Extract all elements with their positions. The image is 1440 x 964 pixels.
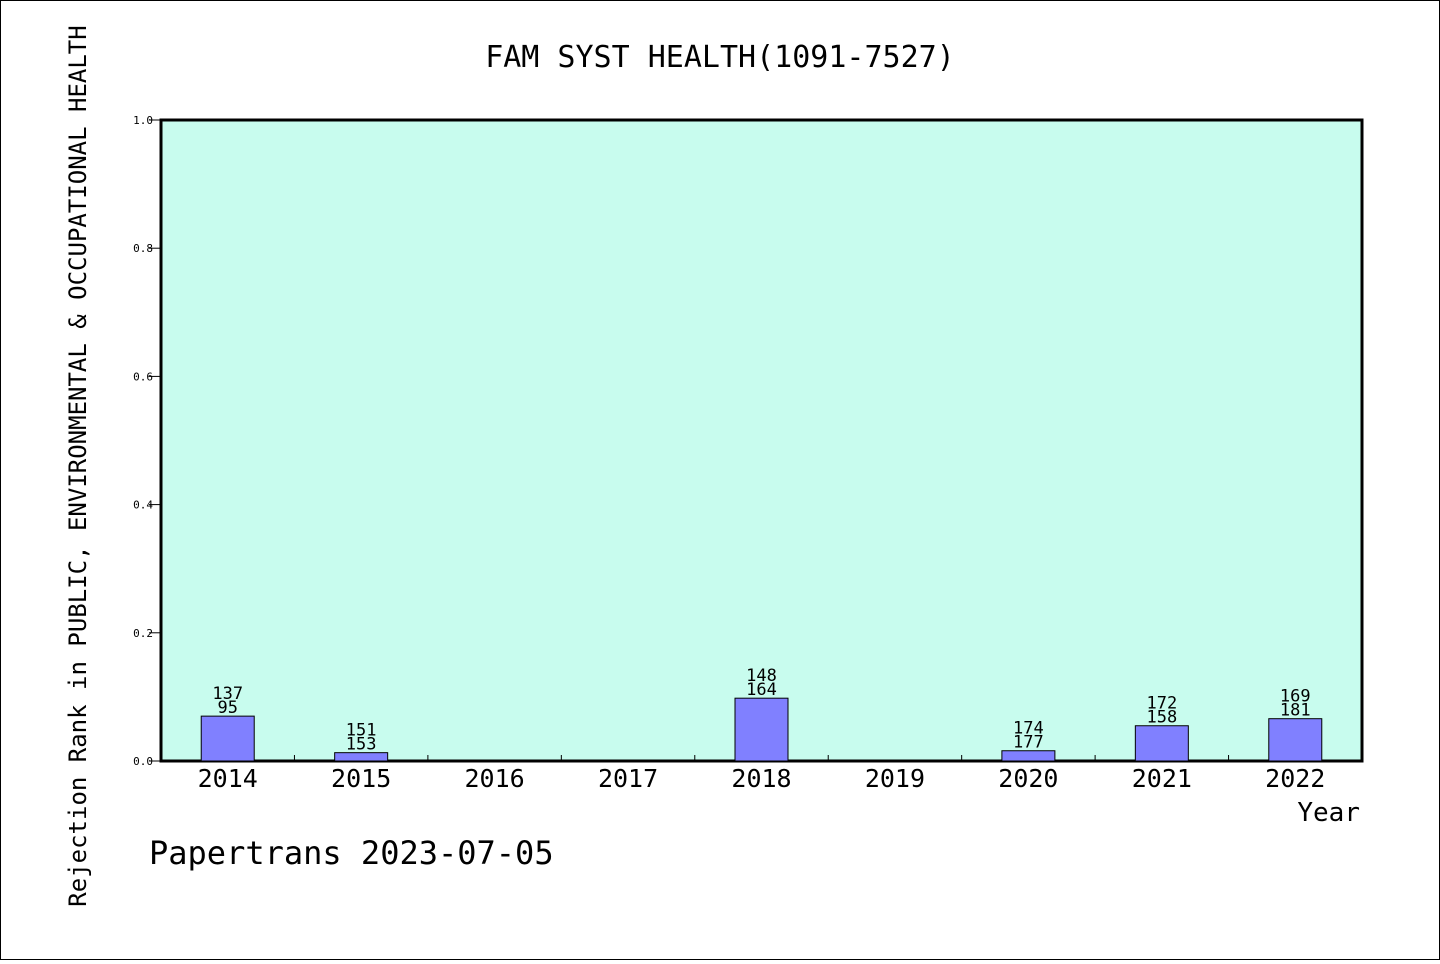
y-tick-label: 0.8 [133, 242, 153, 255]
bar-label-bottom: 95 [217, 698, 237, 718]
x-tick-label: 2021 [1132, 764, 1192, 793]
source-footer: Papertrans 2023-07-05 [149, 834, 554, 872]
bar [1001, 750, 1056, 762]
bar [734, 697, 789, 762]
bar-label-bottom: 181 [1280, 701, 1311, 721]
bar-label-top: 174 [1013, 719, 1044, 739]
bar [1134, 725, 1189, 762]
chart-title: FAM SYST HEALTH(1091-7527) [485, 40, 955, 75]
bar-label-bottom: 177 [1013, 733, 1044, 753]
x-tick-label: 2015 [331, 764, 391, 793]
y-tick-label: 0.2 [133, 627, 153, 640]
bar-label-bottom: 158 [1146, 708, 1177, 728]
y-tick-label: 1.0 [133, 114, 153, 127]
x-axis: 2014 2015 2016 2017 2018 2019 2020 2021 2022 [198, 755, 1325, 793]
x-tick-label: 2019 [865, 764, 925, 793]
y-tick-label: 0.4 [133, 499, 153, 512]
y-axis: 0.0 0.2 0.4 0.6 0.8 1.0 [133, 114, 161, 768]
bar-label-top: 137 [212, 684, 243, 704]
bar [334, 752, 389, 762]
bar [200, 715, 255, 762]
x-tick-label: 2016 [465, 764, 525, 793]
bar-label-bottom: 164 [746, 680, 777, 700]
x-tick-label: 2017 [598, 764, 658, 793]
bar-label-top: 151 [346, 721, 377, 741]
bar [1268, 718, 1323, 762]
y-axis-label: Rejection Rank in PUBLIC, ENVIRONMENTAL … [64, 25, 92, 906]
x-axis-label: Year [1297, 798, 1360, 828]
x-tick-label: 2020 [998, 764, 1058, 793]
bar-label-top: 169 [1280, 687, 1311, 707]
bar-label-top: 148 [746, 666, 777, 686]
x-tick-label: 2018 [731, 764, 791, 793]
plot-area [159, 118, 1364, 763]
bar-label-bottom: 153 [346, 735, 377, 755]
x-tick-label: 2014 [198, 764, 258, 793]
y-tick-label: 0.6 [133, 370, 153, 383]
x-tick-label: 2022 [1265, 764, 1325, 793]
bar-label-top: 172 [1146, 694, 1177, 714]
y-tick-label: 0.0 [133, 755, 153, 768]
